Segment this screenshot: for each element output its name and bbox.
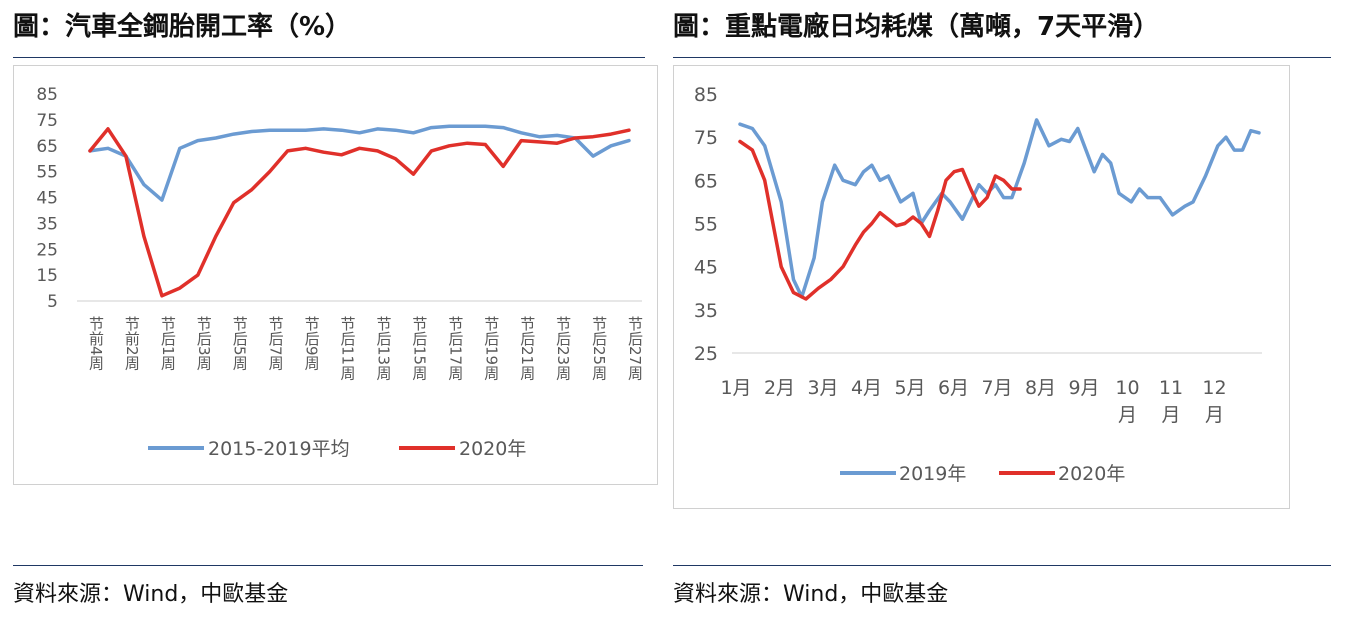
left-source-note: 資料來源：Wind，中歐基金: [13, 582, 289, 607]
y-tick-label: 25: [36, 240, 58, 260]
y-tick-label: 5: [47, 292, 58, 312]
x-tick-label: 12: [1202, 377, 1226, 399]
x-tick-label: 节后5周: [231, 316, 249, 372]
x-tick-label: 1月: [720, 377, 751, 399]
legend-label-average: 2015-2019平均: [208, 438, 350, 460]
left-title-rule: [13, 57, 645, 58]
x-tick-label: 节后7周: [267, 316, 285, 372]
x-tick-label: 节后9周: [303, 316, 321, 372]
y-tick-label: 55: [694, 214, 718, 236]
x-tick-label: 节后3周: [195, 316, 213, 372]
y-tick-label: 35: [694, 300, 718, 322]
x-tick-label: 5月: [894, 377, 925, 399]
y-tick-label: 45: [36, 189, 58, 209]
x-tick-label: 月: [1118, 404, 1137, 426]
y-tick-label: 75: [36, 111, 58, 131]
legend-label-2019: 2019年: [899, 463, 966, 485]
x-tick-label: 3月: [807, 377, 838, 399]
x-tick-label: 节前2周: [123, 316, 141, 372]
right-chart-title: 圖：重點電廠日均耗煤（萬噸，7天平滑）: [673, 12, 1160, 42]
right-source-rule: [673, 565, 1331, 566]
x-tick-label: 节后11周: [339, 316, 357, 381]
x-tick-label: 节后21周: [518, 316, 536, 381]
x-tick-label: 月: [1161, 404, 1180, 426]
y-tick-label: 85: [694, 84, 718, 106]
legend-label-2020: 2020年: [1058, 463, 1125, 485]
y-tick-label: 25: [694, 343, 718, 365]
x-tick-label: 节后15周: [410, 316, 428, 381]
x-tick-label: 节前4周: [87, 316, 105, 372]
x-tick-label: 月: [1205, 404, 1224, 426]
x-tick-label: 节后19周: [482, 316, 500, 381]
x-tick-label: 10: [1115, 377, 1139, 399]
right-source-note: 資料來源：Wind，中歐基金: [673, 582, 949, 607]
x-tick-label: 节后23周: [554, 316, 572, 381]
power-plant-coal-consumption-chart: 25 35 45 55 65 75 85 1月 2月 3月 4月 5月 6月 7月 8月 9月 10 月 11 月 12…: [694, 84, 1262, 485]
y-tick-label: 55: [36, 163, 58, 183]
left-source-rule: [13, 565, 643, 566]
series-line-2019: [738, 118, 1261, 299]
x-tick-label: 9月: [1068, 377, 1099, 399]
y-tick-label: 65: [36, 137, 58, 157]
x-tick-label: 节后1周: [159, 316, 177, 372]
x-tick-label: 4月: [851, 377, 882, 399]
left-chart-frame: 5 15 25 35 45 55 65 75 85 节前4周 节前2周 节后1周 节后3周 节后5周 节后7…: [13, 65, 658, 485]
y-tick-label: 15: [36, 266, 58, 286]
x-tick-label: 节后27周: [626, 316, 644, 381]
x-tick-label: 6月: [938, 377, 969, 399]
y-tick-label: 75: [694, 127, 718, 149]
x-tick-label: 8月: [1025, 377, 1056, 399]
x-tick-label: 节后17周: [446, 316, 464, 381]
series-line-average: [88, 124, 631, 202]
right-title-rule: [673, 57, 1331, 58]
left-chart-title: 圖：汽車全鋼胎開工率（%）: [13, 12, 352, 42]
x-tick-label: 7月: [981, 377, 1012, 399]
y-tick-label: 35: [36, 214, 58, 234]
y-tick-label: 65: [694, 170, 718, 192]
x-tick-label: 11: [1159, 377, 1183, 399]
legend-label-2020: 2020年: [459, 438, 526, 460]
x-tick-label: 2月: [764, 377, 795, 399]
x-tick-label: 节后25周: [590, 316, 608, 381]
x-tick-label: 节后13周: [374, 316, 392, 381]
series-line-2020: [88, 127, 631, 298]
y-tick-label: 85: [36, 85, 58, 105]
y-tick-label: 45: [694, 257, 718, 279]
steel-tire-operating-rate-chart: 5 15 25 35 45 55 65 75 85 节前4周 节前2周 节后1周 节后3周 节后5周 节后7…: [36, 85, 644, 460]
series-line-2020: [738, 139, 1022, 301]
right-chart-frame: 25 35 45 55 65 75 85 1月 2月 3月 4月 5月 6月 7月 8月 9月 10 月 11 月 12…: [673, 65, 1290, 509]
